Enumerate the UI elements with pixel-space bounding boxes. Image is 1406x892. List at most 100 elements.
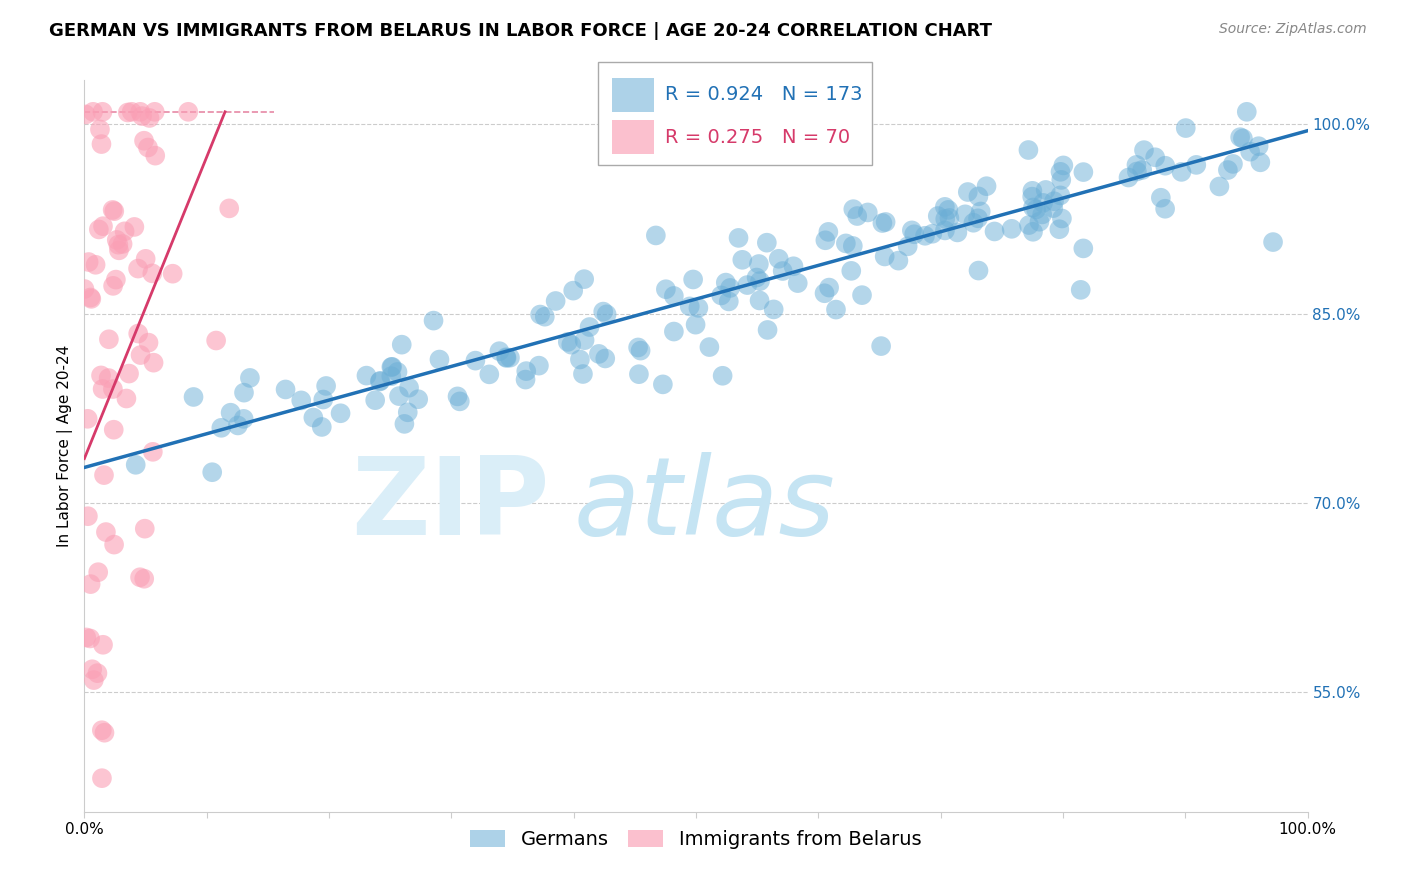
Point bbox=[138, 335, 160, 350]
Point bbox=[1170, 165, 1192, 179]
Text: Source: ZipAtlas.com: Source: ZipAtlas.com bbox=[1219, 22, 1367, 37]
Point bbox=[1028, 215, 1050, 229]
Point bbox=[91, 382, 114, 396]
Point bbox=[315, 379, 337, 393]
Point bbox=[142, 356, 165, 370]
Point bbox=[75, 107, 97, 121]
Point bbox=[572, 367, 595, 381]
Point bbox=[124, 219, 146, 234]
Point bbox=[1073, 165, 1095, 179]
Point bbox=[201, 465, 224, 479]
Point bbox=[103, 204, 125, 219]
Point bbox=[1247, 139, 1270, 153]
Point bbox=[97, 332, 120, 346]
Point bbox=[851, 288, 873, 302]
Point bbox=[593, 351, 616, 366]
Point bbox=[1222, 157, 1244, 171]
Point bbox=[488, 344, 510, 359]
Point bbox=[406, 392, 429, 407]
Point bbox=[329, 406, 352, 420]
Point bbox=[302, 410, 325, 425]
Point bbox=[73, 282, 96, 296]
Point bbox=[1154, 202, 1177, 216]
Point bbox=[731, 252, 754, 267]
Point bbox=[572, 272, 595, 286]
Point bbox=[627, 367, 650, 381]
Point bbox=[1047, 222, 1070, 236]
Point bbox=[846, 209, 869, 223]
Point bbox=[872, 216, 894, 230]
Point bbox=[177, 104, 200, 119]
Point bbox=[1042, 201, 1064, 215]
Point bbox=[134, 522, 156, 536]
Point bbox=[388, 389, 411, 403]
Point bbox=[422, 313, 444, 327]
Point bbox=[782, 260, 804, 274]
Point bbox=[574, 333, 596, 347]
Point bbox=[101, 278, 124, 293]
Point bbox=[529, 308, 551, 322]
Point bbox=[94, 524, 117, 539]
Point bbox=[856, 205, 879, 219]
Point bbox=[527, 359, 550, 373]
Point bbox=[141, 266, 163, 280]
Point bbox=[817, 225, 839, 239]
Point bbox=[232, 412, 254, 426]
Point bbox=[90, 723, 112, 738]
Point bbox=[651, 377, 673, 392]
Point bbox=[688, 301, 710, 315]
Point bbox=[356, 368, 378, 383]
Point bbox=[934, 223, 956, 237]
Point bbox=[835, 236, 858, 251]
Point bbox=[91, 771, 114, 785]
Point bbox=[745, 270, 768, 285]
Point bbox=[86, 666, 108, 681]
Point bbox=[93, 725, 115, 739]
Point bbox=[396, 405, 419, 419]
Point bbox=[1035, 183, 1057, 197]
Point bbox=[1018, 218, 1040, 232]
Point bbox=[80, 292, 103, 306]
Point bbox=[644, 228, 666, 243]
Point bbox=[134, 572, 156, 586]
Point bbox=[772, 264, 794, 278]
Point bbox=[1174, 121, 1197, 136]
Point bbox=[107, 237, 129, 252]
Point bbox=[105, 233, 128, 247]
Point bbox=[101, 202, 124, 217]
Point bbox=[368, 375, 391, 389]
Point bbox=[682, 272, 704, 286]
Point bbox=[1021, 189, 1043, 203]
Point bbox=[127, 326, 149, 341]
Point bbox=[1001, 222, 1024, 236]
Point bbox=[662, 289, 685, 303]
Point bbox=[104, 272, 127, 286]
Point bbox=[311, 420, 333, 434]
Point bbox=[515, 364, 537, 378]
Point bbox=[75, 631, 97, 645]
Point bbox=[79, 632, 101, 646]
Point bbox=[1050, 173, 1073, 187]
Y-axis label: In Labor Force | Age 20-24: In Labor Force | Age 20-24 bbox=[58, 345, 73, 547]
Point bbox=[1229, 130, 1251, 145]
Point bbox=[91, 219, 114, 234]
Point bbox=[901, 223, 924, 237]
Point bbox=[1261, 235, 1284, 249]
Point bbox=[685, 318, 707, 332]
Point bbox=[239, 371, 262, 385]
Point bbox=[127, 261, 149, 276]
Point bbox=[962, 216, 984, 230]
Point bbox=[1021, 184, 1043, 198]
Point bbox=[592, 304, 614, 318]
Point bbox=[219, 406, 242, 420]
Point bbox=[578, 320, 600, 334]
Point bbox=[129, 348, 152, 362]
Point bbox=[588, 347, 610, 361]
Point bbox=[312, 392, 335, 407]
Point bbox=[756, 323, 779, 337]
Legend: Germans, Immigrants from Belarus: Germans, Immigrants from Belarus bbox=[463, 822, 929, 857]
Point bbox=[380, 359, 402, 374]
Point bbox=[111, 237, 134, 252]
Point bbox=[91, 638, 114, 652]
Point bbox=[934, 211, 956, 226]
